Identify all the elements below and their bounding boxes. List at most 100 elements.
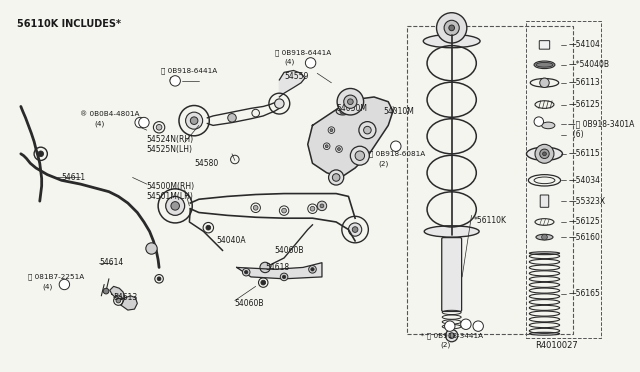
Ellipse shape — [336, 108, 349, 115]
Text: 54559: 54559 — [284, 72, 308, 81]
Circle shape — [449, 333, 454, 339]
Text: 54010M: 54010M — [383, 107, 414, 116]
Circle shape — [171, 202, 179, 210]
Circle shape — [337, 89, 364, 115]
Circle shape — [344, 95, 357, 108]
Circle shape — [305, 58, 316, 68]
Text: —56115: —56115 — [568, 149, 600, 158]
Text: 54618: 54618 — [265, 263, 289, 272]
Text: N: N — [308, 60, 313, 65]
Text: N: N — [447, 324, 452, 328]
Text: —*54040B: —*54040B — [568, 60, 609, 69]
Circle shape — [146, 243, 157, 254]
Circle shape — [244, 270, 248, 274]
Text: —54104: —54104 — [568, 41, 600, 49]
Circle shape — [317, 201, 326, 211]
Text: 54525N(LH): 54525N(LH) — [147, 145, 193, 154]
Circle shape — [260, 262, 270, 273]
Circle shape — [103, 288, 109, 294]
Text: (4): (4) — [43, 283, 53, 290]
Circle shape — [473, 321, 483, 331]
Text: Ⓝ 081B7-2251A: Ⓝ 081B7-2251A — [28, 273, 84, 280]
Circle shape — [540, 78, 549, 87]
Circle shape — [206, 225, 211, 230]
Circle shape — [170, 76, 180, 86]
Text: 54060B: 54060B — [275, 246, 304, 255]
Text: —56160: —56160 — [568, 232, 600, 242]
Text: 54060B: 54060B — [235, 299, 264, 308]
Text: N: N — [173, 78, 178, 83]
Ellipse shape — [536, 234, 553, 240]
Polygon shape — [110, 286, 125, 299]
Circle shape — [348, 99, 353, 105]
Text: 54501M(LH): 54501M(LH) — [147, 192, 194, 201]
Circle shape — [310, 206, 315, 211]
Circle shape — [461, 319, 471, 330]
Text: N: N — [61, 282, 67, 287]
Text: 54500M(RH): 54500M(RH) — [147, 182, 195, 192]
Circle shape — [308, 266, 316, 273]
Text: R4010027: R4010027 — [535, 341, 578, 350]
FancyBboxPatch shape — [442, 238, 461, 311]
Circle shape — [330, 129, 333, 132]
Polygon shape — [237, 263, 322, 279]
Text: 54613: 54613 — [114, 293, 138, 302]
Text: Ⓝ 0B918-6441A: Ⓝ 0B918-6441A — [275, 49, 331, 56]
Text: N: N — [476, 324, 481, 328]
Circle shape — [350, 146, 369, 165]
Circle shape — [364, 126, 371, 134]
Text: 54614: 54614 — [99, 258, 124, 267]
Text: (6): (6) — [568, 130, 584, 140]
Text: —56125: —56125 — [568, 100, 600, 109]
Text: (4): (4) — [168, 77, 179, 83]
Text: B: B — [138, 120, 143, 125]
Text: ® 0B0B4-4801A: ® 0B0B4-4801A — [81, 111, 140, 117]
FancyBboxPatch shape — [540, 195, 548, 207]
Circle shape — [320, 204, 324, 208]
Text: —56165: —56165 — [568, 289, 600, 298]
Circle shape — [186, 112, 203, 129]
Circle shape — [337, 148, 340, 151]
FancyBboxPatch shape — [540, 41, 550, 49]
Circle shape — [445, 321, 455, 331]
Circle shape — [328, 170, 344, 185]
Circle shape — [253, 205, 258, 210]
Text: 54050M: 54050M — [336, 104, 367, 113]
Circle shape — [340, 108, 346, 114]
Polygon shape — [308, 97, 393, 177]
Text: (2): (2) — [440, 342, 451, 348]
Text: (4): (4) — [284, 59, 294, 65]
Ellipse shape — [536, 62, 553, 67]
Polygon shape — [279, 70, 305, 97]
Text: N: N — [536, 119, 541, 124]
Text: (2): (2) — [379, 160, 389, 167]
Circle shape — [311, 267, 314, 271]
Circle shape — [166, 196, 185, 215]
Circle shape — [228, 113, 236, 122]
Text: B: B — [141, 120, 147, 125]
Circle shape — [332, 174, 340, 181]
Circle shape — [348, 223, 362, 236]
Text: —54034: —54034 — [568, 176, 600, 185]
Circle shape — [352, 227, 358, 232]
Circle shape — [275, 99, 284, 108]
Text: —Ⓝ 0B918-3401A: —Ⓝ 0B918-3401A — [568, 119, 634, 128]
Circle shape — [59, 279, 70, 290]
Circle shape — [444, 20, 460, 35]
Ellipse shape — [527, 147, 563, 160]
Circle shape — [282, 275, 286, 279]
Ellipse shape — [534, 61, 555, 68]
Text: 54524N(RH): 54524N(RH) — [147, 135, 194, 144]
Text: N: N — [393, 144, 399, 149]
Circle shape — [355, 151, 365, 160]
Text: Ⓝ 0B918-6081A: Ⓝ 0B918-6081A — [369, 151, 426, 157]
Circle shape — [139, 117, 149, 128]
Circle shape — [543, 152, 547, 156]
Circle shape — [280, 273, 288, 281]
Ellipse shape — [423, 35, 480, 48]
Circle shape — [445, 330, 458, 342]
Circle shape — [116, 298, 121, 303]
Circle shape — [135, 117, 145, 128]
Circle shape — [282, 208, 287, 213]
Circle shape — [38, 151, 44, 157]
